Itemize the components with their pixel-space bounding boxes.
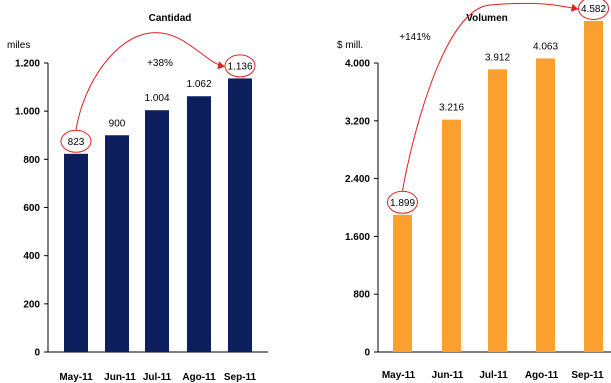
volumen-data-label: 4.063	[533, 41, 558, 52]
volumen-highlight-circle	[387, 190, 418, 214]
volumen-y-tick-label: 4.000	[345, 59, 370, 70]
volumen-category-label: Jul-11	[479, 370, 508, 381]
cantidad-growth-arrow	[75, 32, 225, 130]
volumen-category-label: Sep-11	[571, 370, 604, 381]
volumen-y-tick-label: 2.400	[345, 174, 370, 185]
volumen-data-label: 1.899	[390, 198, 415, 209]
cantidad-chart: Cantidad miles 0 200 400 600 800 1.000 1.200 8…	[7, 13, 268, 383]
cantidad-y-tick-label: 1.000	[15, 107, 40, 118]
cantidad-bars: 823 May-11 900 Jun-11 1.004 Jul-11 1.062 Ago-11…	[59, 54, 257, 383]
cantidad-data-label: 823	[68, 137, 85, 148]
cantidad-category-label: Sep-11	[224, 372, 257, 383]
volumen-data-label: 3.216	[439, 103, 464, 114]
volumen-bar	[488, 69, 507, 352]
cantidad-bar	[145, 110, 169, 352]
volumen-y-tick-label: 1.600	[345, 232, 370, 243]
volumen-y-tick-label: 3.200	[345, 116, 370, 127]
cantidad-growth-arrow-path	[75, 32, 225, 130]
volumen-chart-title: Volumen	[466, 13, 507, 24]
cantidad-bar	[64, 153, 88, 352]
cantidad-highlight-circle	[60, 129, 92, 153]
volumen-category-label: May-11	[382, 370, 416, 381]
volumen-bar	[393, 214, 412, 352]
volumen-y-tick-label: 0	[364, 348, 370, 359]
volumen-y-axis: 0 800 1.600 2.400 3.200 4.000	[345, 59, 611, 359]
volumen-y-tick-label: 800	[353, 290, 370, 301]
volumen-growth-label: +141%	[399, 32, 431, 43]
cantidad-chart-title: Cantidad	[149, 13, 192, 24]
volumen-category-label: Jun-11	[432, 370, 464, 381]
cantidad-bar	[187, 96, 211, 352]
volumen-bar	[536, 58, 555, 353]
cantidad-category-label: May-11	[59, 372, 93, 383]
volumen-highlight-circle	[578, 0, 609, 20]
cantidad-data-label: 1.136	[227, 61, 252, 72]
volumen-growth-arrow	[402, 2, 579, 191]
cantidad-category-label: Ago-11	[182, 372, 216, 383]
cantidad-bar	[105, 135, 129, 352]
cantidad-data-label: 1.062	[186, 79, 211, 90]
cantidad-category-label: Jul-11	[143, 372, 172, 383]
volumen-category-label: Ago-11	[525, 370, 559, 381]
cantidad-y-tick-label: 200	[23, 299, 40, 310]
volumen-unit-label: $ mill.	[337, 40, 363, 51]
cantidad-y-tick-label: 400	[23, 251, 40, 262]
volumen-bar	[442, 119, 461, 352]
volumen-bars: 1.899 May-11 3.216 Jun-11 3.912 Jul-11 4.063 Ag…	[382, 0, 609, 381]
cantidad-growth-label: +38%	[147, 58, 173, 69]
cantidad-data-label: 900	[109, 118, 126, 129]
volumen-growth-arrow-path	[402, 2, 579, 191]
cantidad-y-tick-label: 1.200	[15, 59, 40, 70]
cantidad-y-tick-label: 0	[34, 348, 40, 359]
volumen-chart: Volumen $ mill. 0 800 1.600 2.400 3.200 4.000…	[337, 0, 611, 381]
cantidad-y-tick-label: 600	[23, 203, 40, 214]
cantidad-bar	[228, 78, 252, 352]
cantidad-y-tick-label: 800	[23, 155, 40, 166]
volumen-bar	[584, 20, 603, 352]
cantidad-data-label: 1.004	[144, 93, 169, 104]
volumen-data-label: 3.912	[485, 52, 510, 63]
cantidad-category-label: Jun-11	[104, 372, 136, 383]
cantidad-unit-label: miles	[7, 40, 30, 51]
cantidad-highlight-circle	[224, 54, 256, 78]
volumen-data-label: 4.582	[581, 4, 606, 15]
